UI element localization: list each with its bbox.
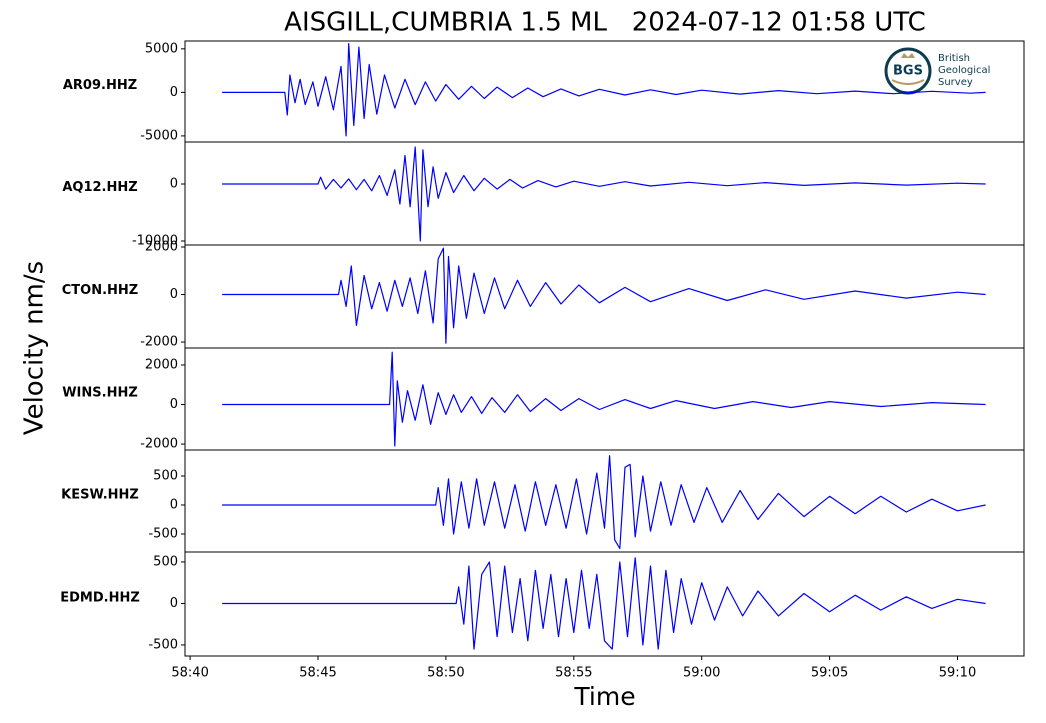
y-tick-label: 0 (170, 85, 178, 100)
logo-text: Survey (938, 77, 973, 88)
x-tick-label: 58:40 (171, 666, 208, 681)
panel-frame (184, 449, 1025, 553)
chart-title: AISGILL,CUMBRIA 1.5 ML 2024-07-12 01:58 … (284, 8, 926, 38)
y-tick-label: 500 (153, 468, 178, 483)
y-tick-label: 0 (170, 596, 178, 611)
waveform (222, 247, 986, 344)
y-tick-label: -2000 (140, 335, 178, 350)
waveform (222, 146, 986, 242)
station-label: WINS.HHZ (62, 386, 138, 401)
x-tick-label: 58:55 (555, 666, 592, 681)
x-tick-label: 59:05 (811, 666, 848, 681)
y-axis-label: Velocity nm/s (20, 261, 50, 435)
y-tick-label: 5000 (145, 41, 178, 56)
station-label: AQ12.HHZ (62, 180, 137, 195)
y-tick-label: 0 (170, 287, 178, 302)
y-tick-label: -500 (148, 527, 178, 542)
y-tick-label: 0 (170, 498, 178, 513)
y-tick-label: -10000 (132, 234, 178, 249)
y-tick-label: 500 (153, 554, 178, 569)
logo-crown (901, 53, 915, 58)
panel-frame (184, 347, 1025, 451)
y-tick-label: -2000 (140, 437, 178, 452)
station-label: KESW.HHZ (61, 488, 139, 503)
y-tick-label: -5000 (140, 128, 178, 143)
logo-text: Geological (938, 65, 990, 76)
y-tick-label: 2000 (145, 239, 178, 254)
waveform (222, 351, 986, 447)
station-label: CTON.HHZ (62, 283, 138, 298)
station-label: AR09.HHZ (63, 78, 137, 93)
waveform (222, 42, 986, 137)
logo-text: British (938, 53, 970, 64)
x-tick-label: 58:50 (427, 666, 464, 681)
y-tick-label: 0 (170, 397, 178, 412)
station-label: EDMD.HHZ (60, 591, 140, 606)
panel-frame (184, 551, 1025, 657)
logo: BGS British Geological Survey (884, 47, 990, 95)
x-tick-label: 58:45 (299, 666, 336, 681)
y-tick-label: -500 (148, 637, 178, 652)
panel-frame (184, 141, 1025, 246)
logo-wave (891, 79, 925, 85)
y-tick-label: 0 (170, 177, 178, 192)
x-tick-label: 59:10 (939, 666, 976, 681)
waveform (222, 455, 986, 550)
x-axis-label: Time (573, 682, 635, 711)
x-tick-label: 59:00 (683, 666, 720, 681)
y-tick-label: 2000 (145, 358, 178, 373)
logo-badge: BGS (893, 64, 923, 79)
waveform (222, 557, 986, 650)
